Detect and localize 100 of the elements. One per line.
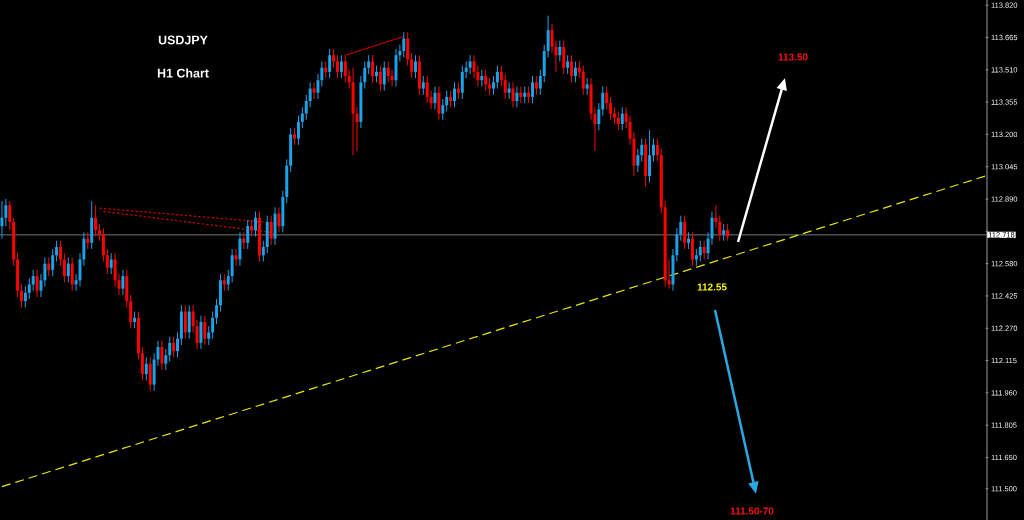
candlestick [203,315,207,346]
candlestick [277,206,281,233]
candlestick [328,48,332,79]
candlestick [168,336,172,363]
candlestick [269,215,273,246]
candlestick [558,40,562,62]
candlestick [402,31,406,58]
candlestick [332,48,336,69]
annotation: 112.55 [697,283,727,291]
candlestick [421,75,425,96]
candlestick [55,240,59,263]
candlestick [308,81,312,108]
candlestick [27,277,31,300]
candlestick [655,138,659,163]
candlestick [215,298,219,325]
candlestick [492,75,495,96]
candlestick [261,240,265,263]
candlestick [140,346,144,381]
candlestick [211,311,215,340]
candlestick [573,60,577,83]
candlestick [94,204,98,238]
candlestick [238,231,242,267]
candlestick [0,200,4,240]
candlestick [620,106,624,131]
candlestick [683,215,687,250]
candlestick [445,90,449,112]
candlestick [453,81,456,108]
candlestick [312,81,316,100]
candlestick [59,240,62,267]
candlestick [207,325,211,346]
candlestick [129,294,133,329]
candlestick [616,110,620,131]
candlestick [176,331,179,358]
candlestick [230,248,234,283]
candlestick [531,75,534,104]
candlestick [199,315,203,350]
candlestick [636,148,640,173]
candlestick [335,54,339,79]
candlestick [172,336,176,358]
text: H1 Chart [157,68,209,78]
candlestick [499,65,503,87]
candlestick [437,85,441,121]
candlestick [234,248,238,267]
candlestick [31,269,35,292]
candlestick [144,356,148,381]
annotation: 111.50-70 [730,507,774,515]
candlestick [534,75,538,96]
candlestick [390,69,394,87]
candlestick [47,256,51,277]
candlestick [601,85,605,117]
annotation: 113.50 [778,53,808,61]
candlestick [460,65,464,100]
candlestick [414,54,417,79]
candlestick [511,81,515,108]
candlestick [562,40,566,75]
candlestick [183,304,187,340]
candlestick [702,240,706,260]
candlestick [538,69,542,96]
candlestick [8,200,12,231]
candlestick [35,269,39,298]
candlestick [160,340,164,371]
candlestick [121,269,125,296]
candlestick [515,85,519,108]
candlestick [187,304,191,340]
candlestick [62,252,66,283]
candlestick [23,286,27,308]
candlestick [468,54,472,75]
candlestick [570,54,574,83]
candlestick [581,65,585,96]
candlestick [406,31,410,67]
candlestick [343,54,347,83]
candlestick [507,81,511,100]
candlestick [304,94,308,121]
candlestick [585,77,589,96]
candlestick [495,65,499,90]
candlestick [109,252,113,275]
candlestick [101,227,105,263]
candlestick [148,356,152,392]
text: USDJPY [158,35,208,45]
candlestick [164,348,168,371]
candlestick [566,54,570,75]
candlestick [339,54,343,79]
candlestick [410,52,414,79]
candlestick [246,219,250,250]
candlestick [382,60,386,92]
candlestick [254,211,258,238]
candlestick [19,283,23,308]
candlestick [597,102,601,131]
candlestick [300,106,304,129]
candlestick [651,138,655,163]
candlestick [698,240,702,263]
candlestick [484,69,488,92]
candlestick [367,54,371,75]
candlestick [648,129,652,183]
candlestick [70,256,74,292]
candlestick [105,248,109,275]
candlestick [66,256,70,283]
candlestick [51,248,55,277]
candlestick [441,98,445,121]
candlestick [609,96,613,121]
